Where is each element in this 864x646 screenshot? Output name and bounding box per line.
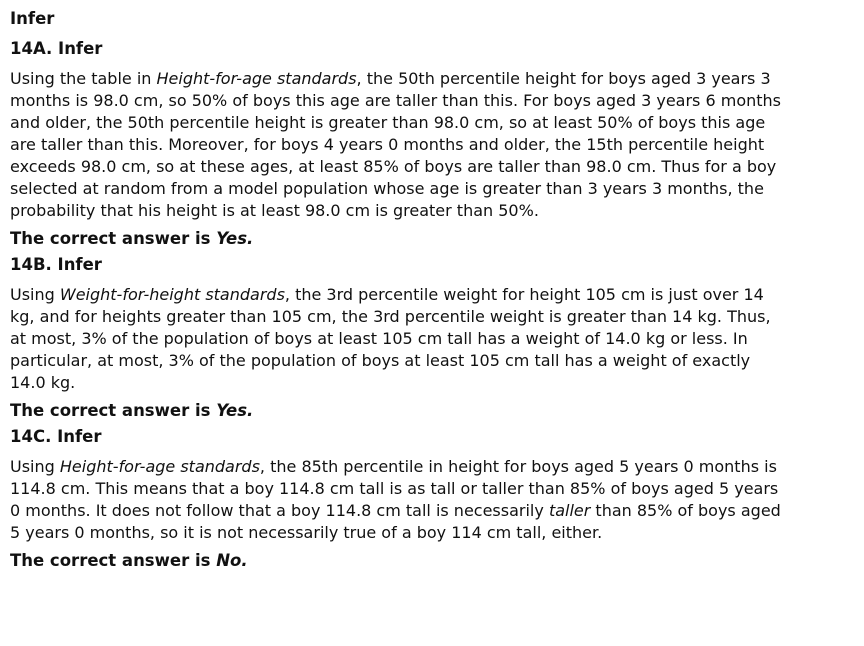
text-segment: Using xyxy=(10,457,60,476)
section: 14C. Infer Using Height-for-age standards… xyxy=(10,426,790,572)
section-heading: 14B. Infer xyxy=(10,255,102,274)
answer: The correct answer is Yes. xyxy=(10,400,790,422)
section-heading: 14C. Infer xyxy=(10,427,102,446)
text-segment: Using the table in xyxy=(10,69,157,88)
text-segment: Height-for-age standards xyxy=(59,457,260,476)
answer-label: The correct answer is xyxy=(10,401,211,420)
document: Infer 14A. Infer Using the table in Heigh… xyxy=(10,9,790,572)
text-segment: taller xyxy=(548,501,591,520)
text-segment: Using xyxy=(10,285,60,304)
answer-label: The correct answer is xyxy=(10,229,211,248)
section-heading: 14A. Infer xyxy=(10,39,103,58)
text-segment: , the 85th percentile in height for boys… xyxy=(10,457,779,520)
paragraph: Using the table in Height-for-age standa… xyxy=(10,68,790,222)
section: 14A. Infer Using the table in Height-for-… xyxy=(10,38,790,250)
section: 14B. Infer Using Weight-for-height standa… xyxy=(10,254,790,422)
text-segment: , the 3rd percentile weight for height 1… xyxy=(10,285,771,392)
text-segment: than 85% of boys aged 5 years 0 months, … xyxy=(10,501,781,542)
text-segment: Height-for-age standards xyxy=(156,69,357,88)
text-segment: , the 50th percentile height for boys ag… xyxy=(10,69,781,220)
text-segment: Weight-for-height standards xyxy=(59,285,285,304)
answer-value: No. xyxy=(216,551,248,570)
answer-label: The correct answer is xyxy=(10,551,211,570)
answer-value: Yes. xyxy=(216,229,254,248)
answer: The correct answer is Yes. xyxy=(10,228,790,250)
answer: The correct answer is No. xyxy=(10,550,790,572)
title: Infer xyxy=(10,9,55,28)
answer-value: Yes. xyxy=(216,401,254,420)
paragraph: Using Weight-for-height standards, the 3… xyxy=(10,284,790,394)
paragraph: Using Height-for-age standards, the 85th… xyxy=(10,456,790,544)
